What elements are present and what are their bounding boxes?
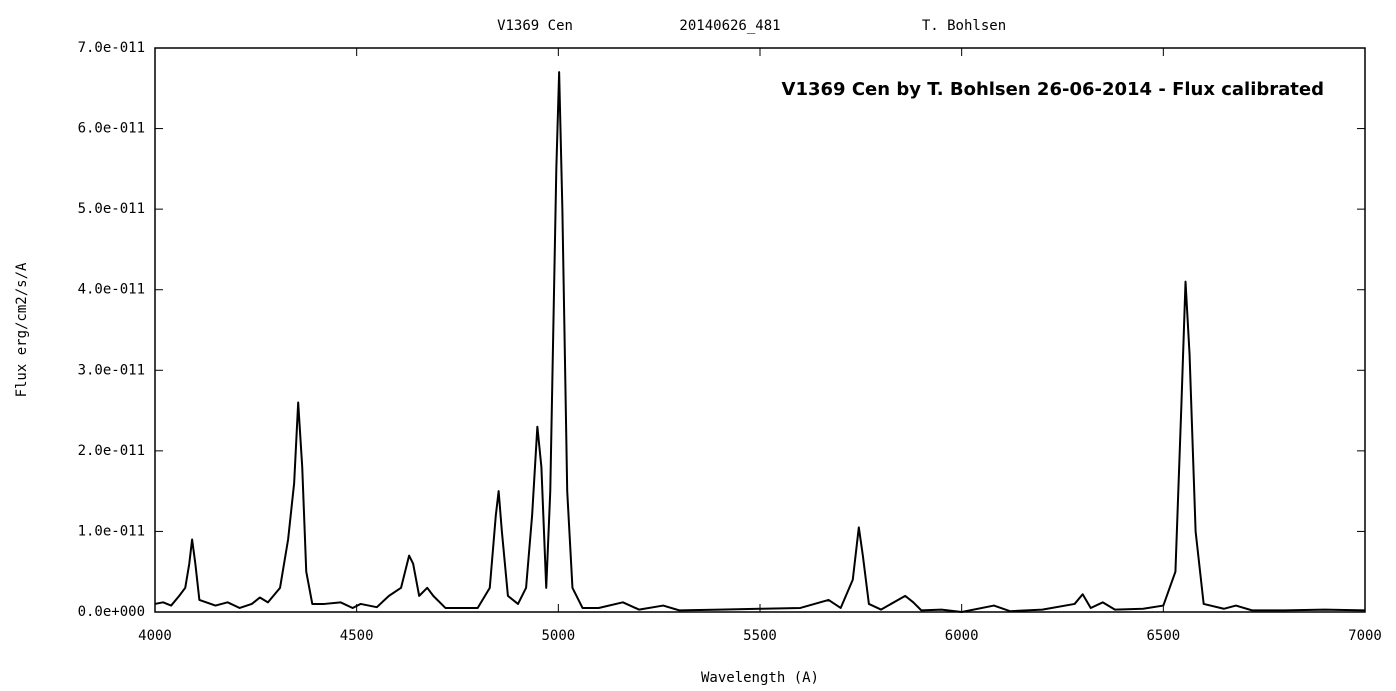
x-tick-label: 6500 <box>1146 628 1180 644</box>
y-tick-label: 1.0e-011 <box>78 523 145 539</box>
x-tick-label: 4500 <box>340 628 374 644</box>
y-axis-label: Flux erg/cm2/s/A <box>14 262 30 397</box>
title-date: 20140626_481 <box>679 18 780 34</box>
y-tick-label: 6.0e-011 <box>78 121 145 137</box>
y-tick-label: 2.0e-011 <box>78 443 145 459</box>
x-tick-label: 4000 <box>138 628 172 644</box>
title-observer: T. Bohlsen <box>922 18 1006 34</box>
y-tick-label: 3.0e-011 <box>78 362 145 378</box>
x-tick-label: 7000 <box>1348 628 1382 644</box>
y-tick-label: 4.0e-011 <box>78 282 145 298</box>
x-tick-label: 5500 <box>743 628 777 644</box>
x-axis-label: Wavelength (A) <box>701 670 819 686</box>
y-tick-label: 5.0e-011 <box>78 201 145 217</box>
y-tick-label: 0.0e+000 <box>78 604 145 620</box>
spectrum-line <box>154 71 1366 613</box>
title-object: V1369 Cen <box>497 18 573 34</box>
x-tick-label: 6000 <box>945 628 979 644</box>
y-tick-label: 7.0e-011 <box>78 40 145 56</box>
annotation: V1369 Cen by T. Bohlsen 26-06-2014 - Flu… <box>782 79 1324 100</box>
x-tick-label: 5000 <box>541 628 575 644</box>
